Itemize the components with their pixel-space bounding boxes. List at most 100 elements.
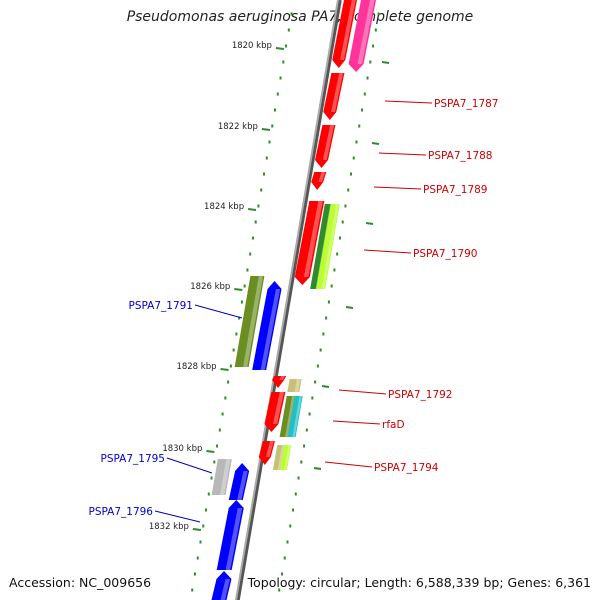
dot-track-left (274, 108, 277, 112)
gene-label: PSPA7_1788 (428, 150, 493, 162)
dot-track-right (336, 252, 339, 256)
gene-red (258, 441, 275, 465)
tick-mark (234, 288, 243, 291)
map-title: Pseudomonas aeruginosa PA7, complete gen… (126, 9, 474, 25)
dot-track-right (363, 92, 366, 96)
gene-highlight (331, 73, 344, 112)
tick-mark (345, 306, 354, 309)
dot-track-left (196, 556, 199, 560)
dot-track-right (327, 300, 330, 304)
gene-body (211, 571, 232, 600)
dot-track-left (276, 92, 279, 96)
dot-track-left (235, 332, 238, 336)
tick-label: 1822 kbp (218, 122, 258, 132)
gene-highlight (292, 396, 302, 437)
gene-red (264, 392, 286, 432)
gene-label: PSPA7_1789 (423, 184, 488, 196)
gene-label: PSPA7_1796 (89, 506, 154, 518)
dot-track-right (314, 380, 317, 384)
dot-track-left (265, 156, 268, 160)
dot-track-right (283, 556, 286, 560)
dot-track-left (246, 268, 249, 272)
dot-track-right (303, 444, 306, 448)
gene-label: PSPA7_1791 (129, 300, 194, 312)
gene-label-leader (194, 304, 243, 319)
gene-highlight (318, 172, 326, 182)
gene-label: PSPA7_1787 (434, 98, 499, 110)
dot-track-left (202, 524, 205, 528)
accession-text: Accession: NC_009656 (9, 575, 152, 590)
dot-track-right (308, 412, 311, 416)
dot-track-right (286, 540, 289, 544)
tick-mark (321, 385, 330, 388)
dot-track-left (290, 12, 293, 16)
dot-track-right (305, 428, 308, 432)
dot-track-left (287, 28, 290, 32)
gene-highlight (237, 471, 248, 500)
dot-track-left (257, 204, 260, 208)
gene-label-leader (363, 249, 412, 254)
dot-track-right (325, 316, 328, 320)
dot-track-right (374, 28, 377, 32)
gene-labels: PSPA7_1787 PSPA7_1788 PSPA7_1789 PSPA7_1790… (89, 98, 499, 523)
gene-label-leader (373, 186, 422, 190)
gene-label-leader (166, 457, 213, 474)
dot-track-right (297, 476, 300, 480)
gene-label: rfaD (382, 419, 405, 431)
gene-red (332, 0, 357, 68)
gene-highlight (265, 441, 274, 457)
gene-highlight (294, 379, 301, 392)
tick-label: 1830 kbp (162, 444, 202, 454)
dot-track-right (347, 188, 350, 192)
gene-lime (279, 445, 292, 470)
gene-cyan (287, 396, 303, 437)
dot-track-right (289, 524, 292, 528)
dot-track-left (193, 572, 196, 576)
dot-track-right (352, 156, 355, 160)
tick-marks: 1820 kbp 1822 kbp 1824 kbp 1826 kbp 1828 kbp… (149, 41, 390, 532)
dot-track-right (322, 332, 325, 336)
gene-red (272, 376, 287, 388)
dot-track-right (319, 348, 322, 352)
summary-text: Topology: circular; Length: 6,588,339 bp… (247, 575, 591, 590)
dot-track-left (249, 252, 252, 256)
gene-red (294, 201, 325, 285)
dot-track-right (344, 204, 347, 208)
gene-label: PSPA7_1792 (388, 389, 453, 401)
gene-blue (228, 463, 250, 500)
dot-track-left (285, 44, 288, 48)
gene-blue (211, 571, 232, 600)
tick-mark (247, 208, 257, 211)
gene-blue (216, 500, 244, 570)
gene-olive (279, 396, 296, 437)
tick-mark (381, 61, 390, 64)
dot-track-right (338, 236, 341, 240)
gene-highlight (357, 0, 375, 64)
gene-highlight (225, 508, 243, 570)
gene-highlight (260, 289, 281, 370)
tick-label: 1828 kbp (176, 362, 216, 372)
gene-khaki (287, 379, 302, 392)
dot-track-right (280, 572, 283, 576)
dot-track-right (377, 12, 380, 16)
dot-track-left (262, 172, 265, 176)
gene-highlight (220, 459, 231, 495)
tick-mark (206, 450, 215, 453)
gene-highlight (220, 579, 231, 600)
dot-track-right (355, 140, 358, 144)
dot-track-right (333, 268, 336, 272)
dot-track-left (229, 364, 232, 368)
gene-red (315, 125, 336, 168)
dot-track-left (205, 508, 208, 512)
dot-track-left (224, 396, 227, 400)
dot-track-right (358, 124, 361, 128)
gene-highlight (340, 0, 356, 60)
gene-label-leader (338, 389, 387, 395)
tick-label: 1832 kbp (149, 522, 189, 532)
gene-highlight (277, 445, 285, 470)
gene-label-leader (154, 510, 201, 523)
gene-label-leader (384, 100, 433, 104)
dot-track-right (311, 396, 314, 400)
dot-track-left (282, 60, 285, 64)
dot-track-right (366, 76, 369, 80)
